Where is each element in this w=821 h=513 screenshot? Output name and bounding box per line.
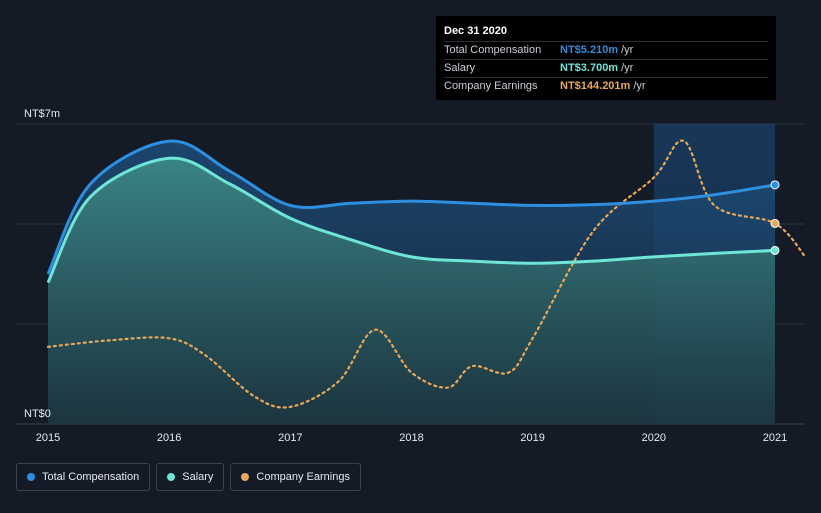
tooltip: Dec 31 2020 Total Compensation NT$5.210m…: [436, 16, 776, 100]
line-total-compensation: [46, 139, 776, 275]
marker-total-compensation: [770, 180, 780, 190]
legend-label-company-earnings: Company Earnings: [256, 471, 350, 483]
legend-dot-company-earnings: [241, 473, 250, 481]
x-tick-2015: 2015: [36, 432, 60, 444]
tooltip-row-total: Total Compensation NT$5.210m /yr: [444, 42, 768, 60]
tooltip-total-label: Total Compensation: [444, 44, 542, 56]
y-axis-top-label: NT$7m: [24, 108, 60, 120]
legend: Total Compensation Salary Company Earnin…: [16, 463, 361, 491]
legend-item-company-earnings[interactable]: Company Earnings: [230, 463, 361, 491]
legend-label-salary: Salary: [182, 471, 214, 483]
tooltip-total-value: NT$5.210m: [560, 44, 619, 56]
tooltip-earnings-label: Company Earnings: [444, 80, 538, 92]
tooltip-row-salary: Salary NT$3.700m /yr: [444, 60, 768, 78]
x-tick-2016: 2016: [157, 432, 181, 444]
tooltip-earnings-value: NT$144.201m: [560, 80, 631, 92]
x-tick-2019: 2019: [520, 432, 544, 444]
legend-dot-salary: [167, 473, 176, 481]
marker-salary: [770, 245, 780, 255]
x-tick-2021: 2021: [763, 432, 787, 444]
tooltip-earnings-unit: /yr: [633, 80, 646, 92]
legend-dot-total-compensation: [27, 473, 35, 481]
legend-item-salary[interactable]: Salary: [156, 463, 225, 491]
tooltip-total-unit: /yr: [621, 44, 634, 56]
x-tick-2018: 2018: [399, 432, 423, 444]
x-tick-2017: 2017: [278, 432, 302, 444]
tooltip-salary-unit: /yr: [621, 62, 634, 74]
area-salary: [48, 158, 775, 424]
line-salary: [46, 156, 776, 284]
legend-item-total-compensation[interactable]: Total Compensation: [16, 463, 151, 491]
tooltip-row-earnings: Company Earnings NT$144.201m /yr: [444, 78, 768, 95]
y-axis-bottom-label: NT$0: [24, 408, 51, 420]
marker-company-earnings: [770, 218, 780, 228]
line-company-earnings: [46, 139, 807, 409]
tooltip-salary-label: Salary: [444, 62, 476, 74]
x-tick-2020: 2020: [642, 432, 666, 444]
tooltip-date: Dec 31 2020: [444, 22, 768, 42]
tooltip-salary-value: NT$3.700m: [560, 62, 619, 74]
legend-label-total-compensation: Total Compensation: [42, 471, 140, 483]
